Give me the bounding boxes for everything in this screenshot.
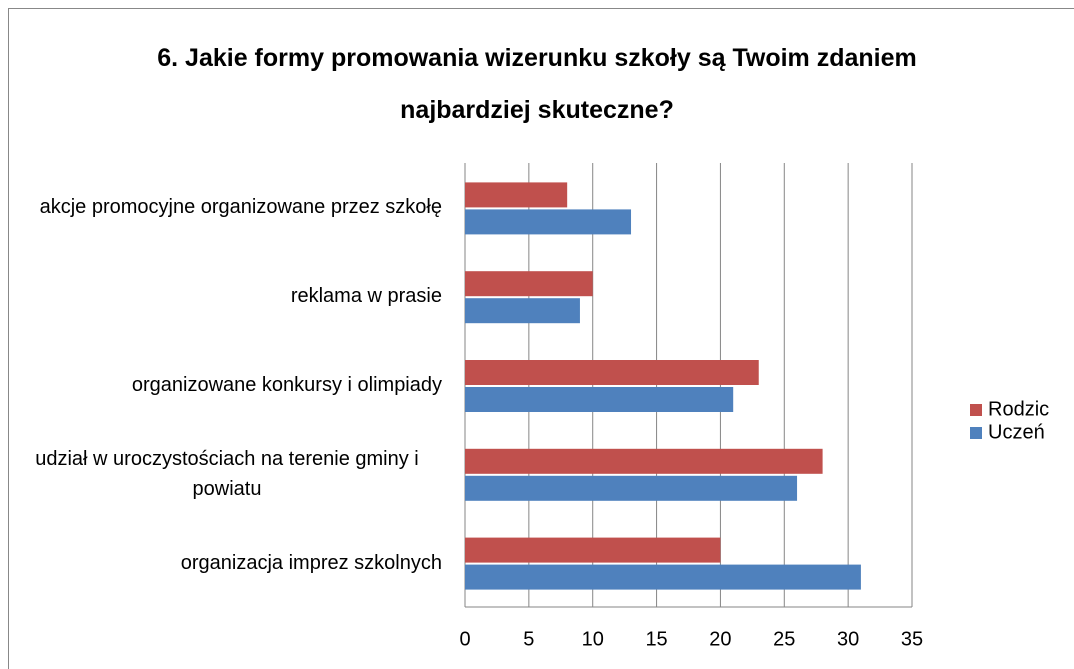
chart-title: 6. Jakie formy promowania wizerunku szko… (157, 44, 917, 72)
legend-swatch (970, 427, 982, 439)
category-label: reklama w prasie (290, 285, 442, 308)
legend-swatch (970, 404, 982, 416)
bar (465, 564, 861, 590)
x-tick-label: 15 (645, 628, 667, 650)
x-tick-label: 25 (773, 628, 795, 650)
category-label: akcje promocyjne organizowane przez szko… (39, 196, 442, 219)
x-tick-label: 10 (582, 628, 604, 650)
x-tick-label: 20 (709, 628, 731, 650)
bar (465, 537, 721, 563)
x-tick-label: 0 (459, 628, 470, 650)
bar (465, 387, 734, 412)
bar (465, 475, 798, 501)
legend-label: Rodzic (988, 398, 1049, 420)
category-label: organizowane konkursy i olimpiady (131, 374, 442, 396)
bar (465, 182, 568, 208)
bar (465, 448, 823, 474)
x-tick-label: 35 (901, 628, 923, 650)
bar (465, 298, 580, 324)
x-tick-label: 5 (523, 628, 534, 650)
chart-title: najbardziej skuteczne? (400, 96, 674, 124)
bar (465, 271, 593, 297)
x-tick-label: 30 (837, 628, 859, 650)
bar (465, 360, 759, 385)
bar (465, 209, 632, 235)
legend-label: Uczeń (988, 421, 1045, 443)
category-label: udział w uroczystościach na terenie gmin… (35, 447, 419, 500)
category-label: organizacja imprez szkolnych (180, 551, 442, 574)
